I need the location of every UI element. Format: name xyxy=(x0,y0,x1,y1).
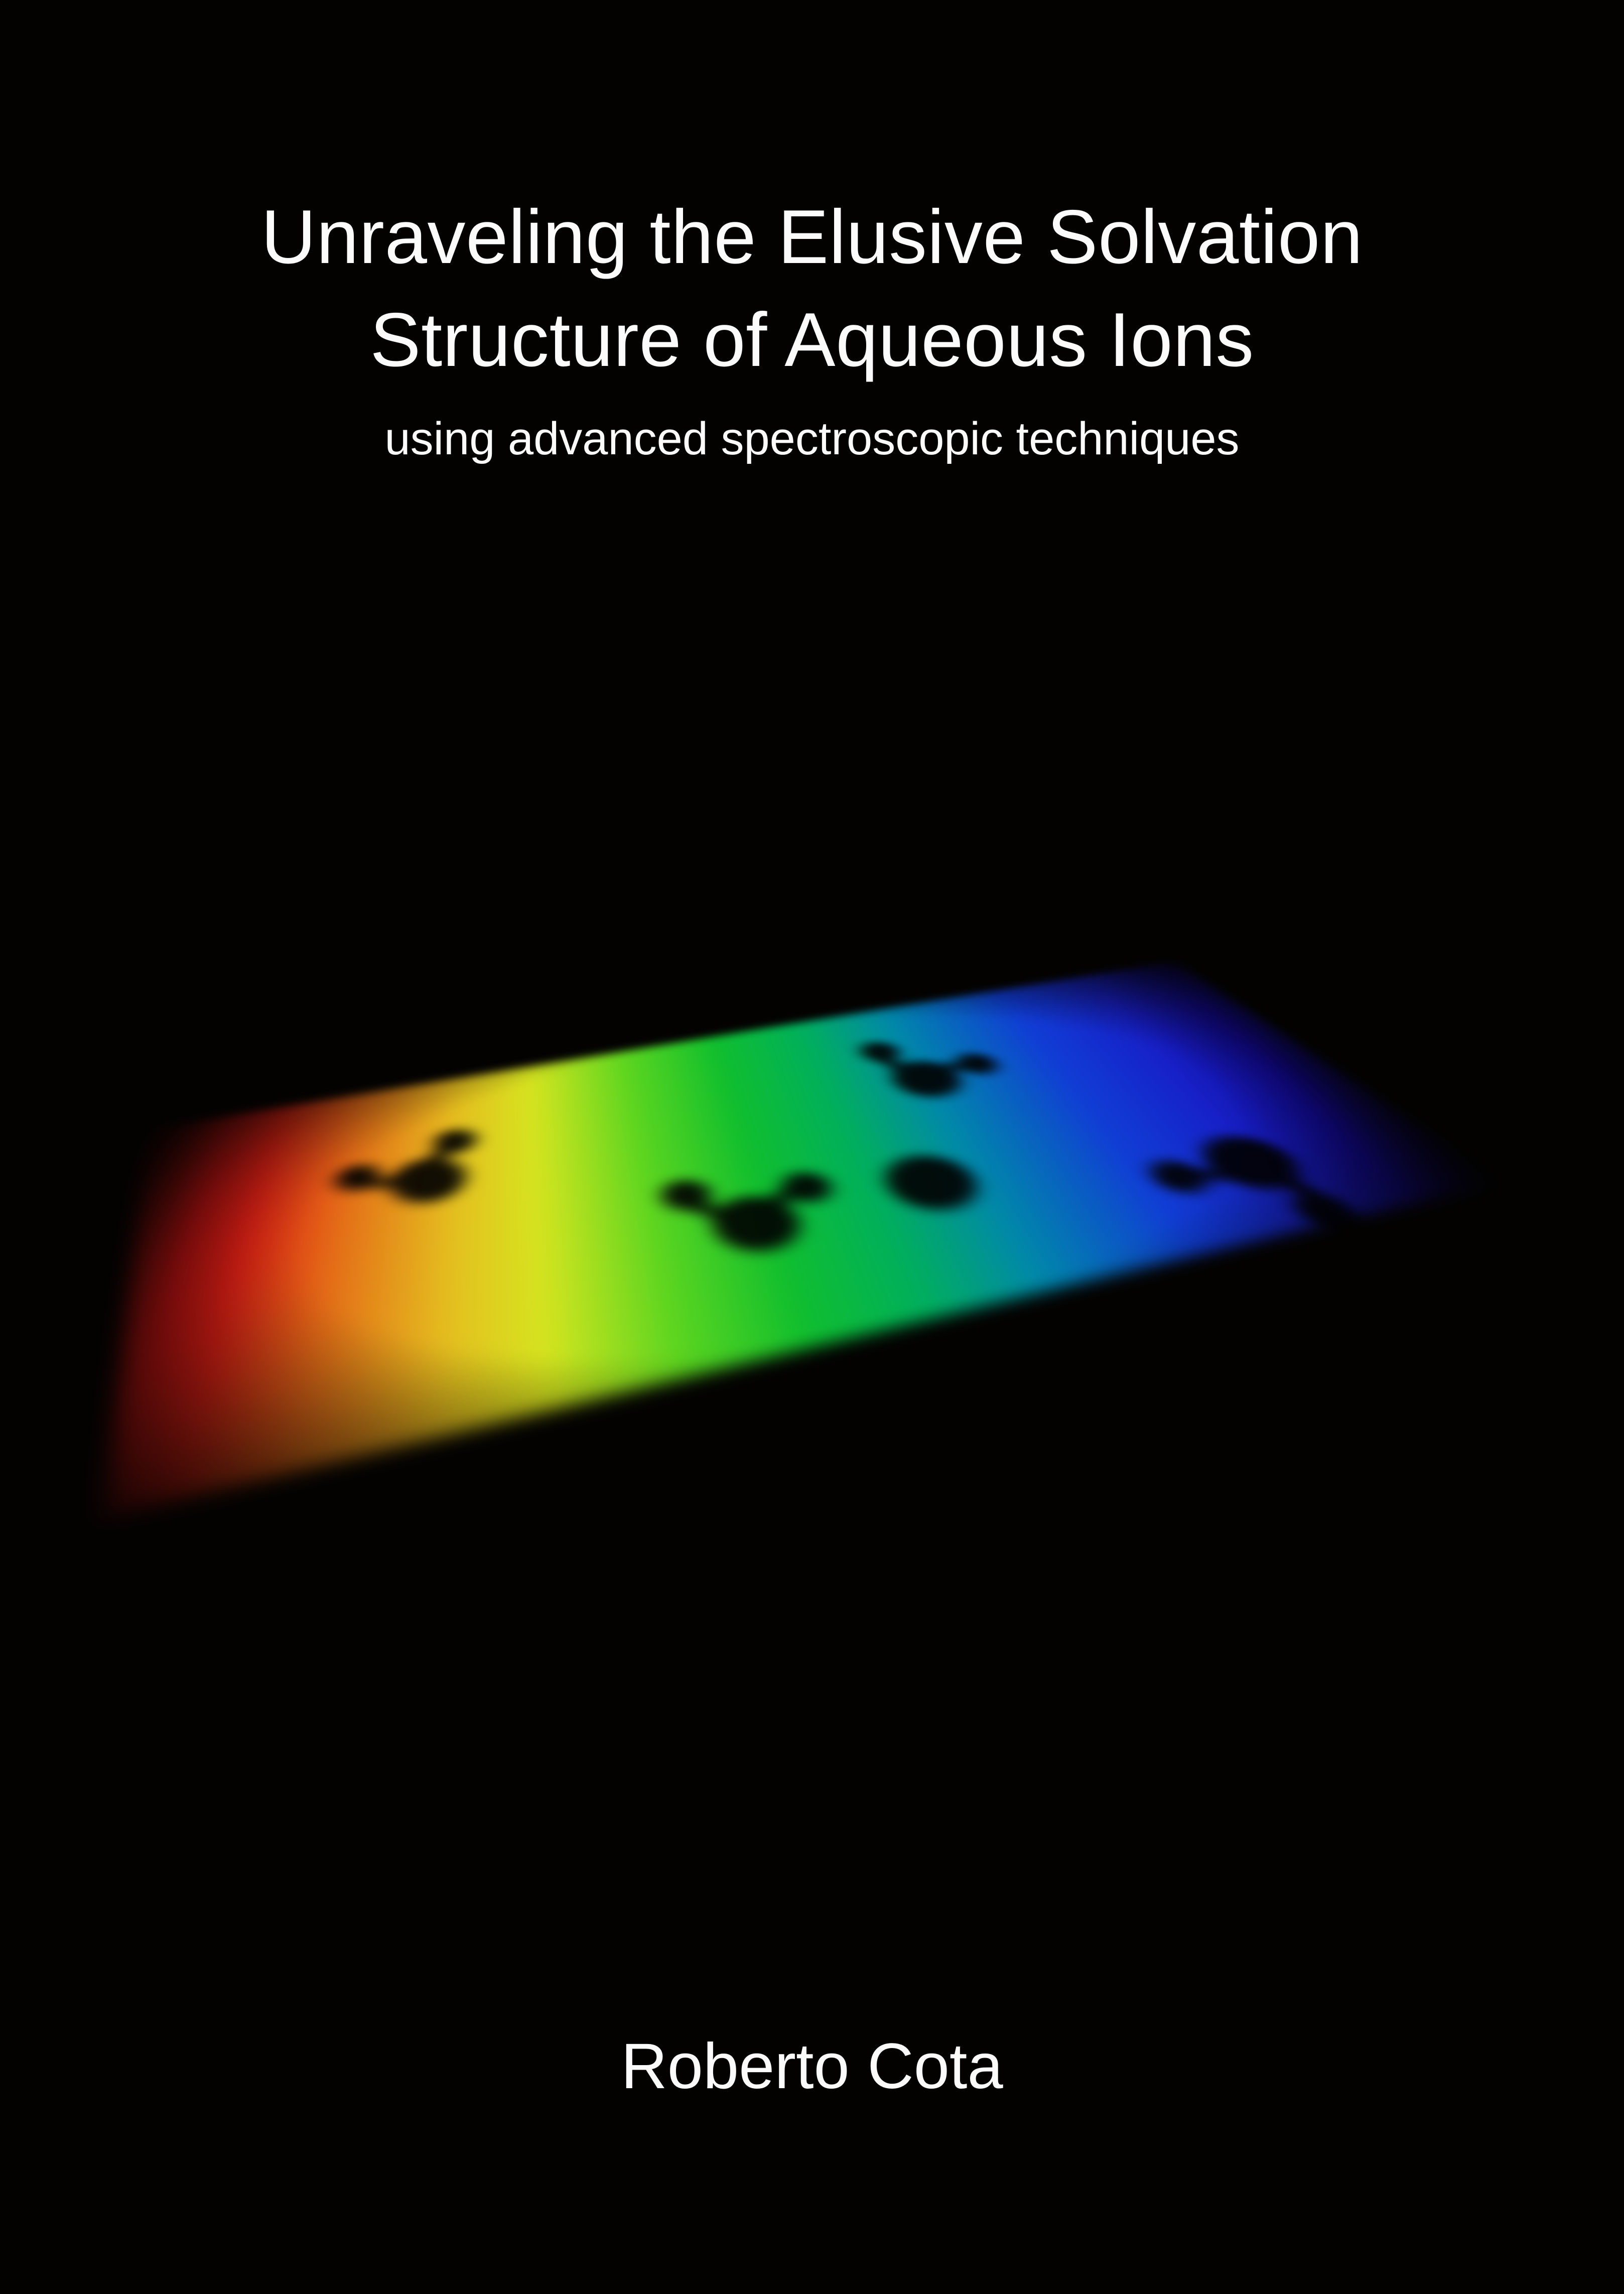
molecule-water-4 xyxy=(1131,1107,1375,1246)
molecule-water-3 xyxy=(643,1160,873,1274)
title-line-2: Structure of Aqueous Ions xyxy=(0,289,1624,392)
author-name: Roberto Cota xyxy=(0,2029,1624,2103)
ion-sphere xyxy=(862,1144,1004,1223)
molecule-silhouettes xyxy=(105,961,1503,1517)
spectrum-band xyxy=(105,961,1503,1517)
cover-illustration xyxy=(151,853,1506,1606)
molecule-water-1 xyxy=(312,1115,532,1242)
thesis-cover-page: Unraveling the Elusive Solvation Structu… xyxy=(0,0,1624,2294)
title-block: Unraveling the Elusive Solvation Structu… xyxy=(0,186,1624,465)
title-line-1: Unraveling the Elusive Solvation xyxy=(0,186,1624,289)
molecule-water-2 xyxy=(839,1034,1011,1115)
subtitle: using advanced spectroscopic techniques xyxy=(0,413,1624,465)
